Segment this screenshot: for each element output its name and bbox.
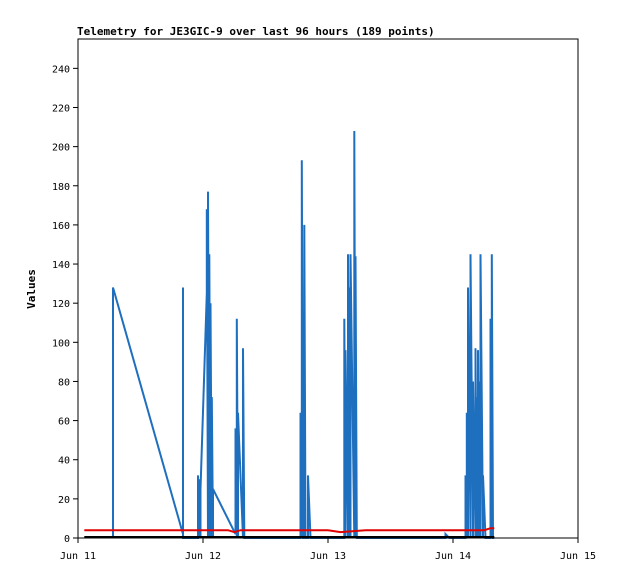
- y-tick-label: 220: [52, 103, 70, 114]
- y-tick-label: 120: [52, 299, 70, 310]
- y-tick-label: 60: [58, 417, 70, 428]
- x-tick-label: Jun 14: [435, 551, 471, 562]
- y-tick-label: 0: [64, 534, 70, 545]
- y-tick-label: 180: [52, 182, 70, 193]
- y-tick-label: 100: [52, 338, 70, 349]
- chart-title: Telemetry for JE3GIC-9 over last 96 hour…: [77, 25, 435, 38]
- x-tick-label: Jun 15: [560, 551, 596, 562]
- y-tick-label: 140: [52, 260, 70, 271]
- y-tick-label: 40: [58, 456, 70, 467]
- y-tick-label: 20: [58, 495, 70, 506]
- x-tick-label: Jun 13: [310, 551, 346, 562]
- y-axis-label: Values: [25, 269, 38, 309]
- y-tick-label: 80: [58, 377, 70, 388]
- plot-frame: [77, 38, 579, 539]
- x-tick-label: Jun 11: [60, 551, 96, 562]
- y-tick-label: 240: [52, 64, 70, 75]
- x-axis: Jun 11 Jun 12 Jun 13 Jun 14 Jun 15: [60, 538, 596, 562]
- y-tick-label: 200: [52, 143, 70, 154]
- series-line-2: [84, 527, 495, 534]
- x-tick-label: Jun 12: [185, 551, 221, 562]
- y-axis: 0 20 40 60 80 100 120 140 160 180 200 220 240: [52, 64, 78, 545]
- y-tick-label: 160: [52, 221, 70, 232]
